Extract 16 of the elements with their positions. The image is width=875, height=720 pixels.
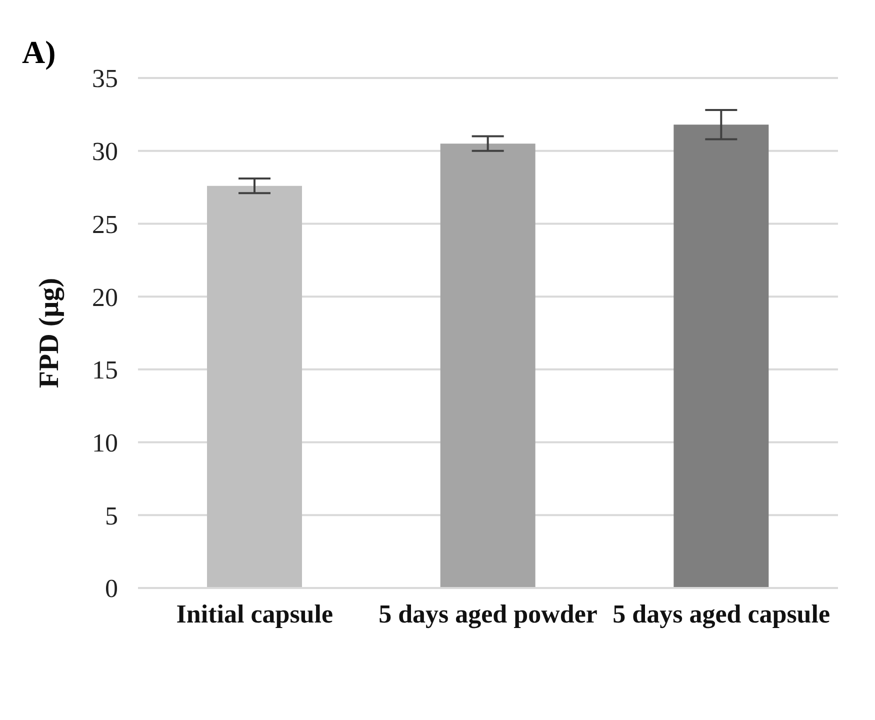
x-tick-label: 5 days aged powder (378, 599, 598, 628)
y-tick-label: 15 (92, 356, 118, 385)
chart-title: A) (22, 34, 56, 71)
y-tick-label: 20 (92, 282, 118, 312)
x-tick-label: Initial capsule (176, 599, 334, 628)
x-tick-label: 5 days aged capsule (612, 599, 830, 628)
bar (207, 186, 302, 588)
y-tick-label: 0 (105, 574, 118, 604)
y-tick-label: 30 (92, 137, 118, 166)
y-tick-label: 25 (92, 210, 118, 239)
y-tick-label: 10 (92, 428, 118, 458)
y-tick-label: 35 (92, 64, 118, 94)
bar (674, 124, 769, 588)
y-tick-label: 5 (105, 501, 118, 530)
y-axis-title: FPD (µg) (34, 278, 65, 388)
bar (440, 144, 536, 588)
